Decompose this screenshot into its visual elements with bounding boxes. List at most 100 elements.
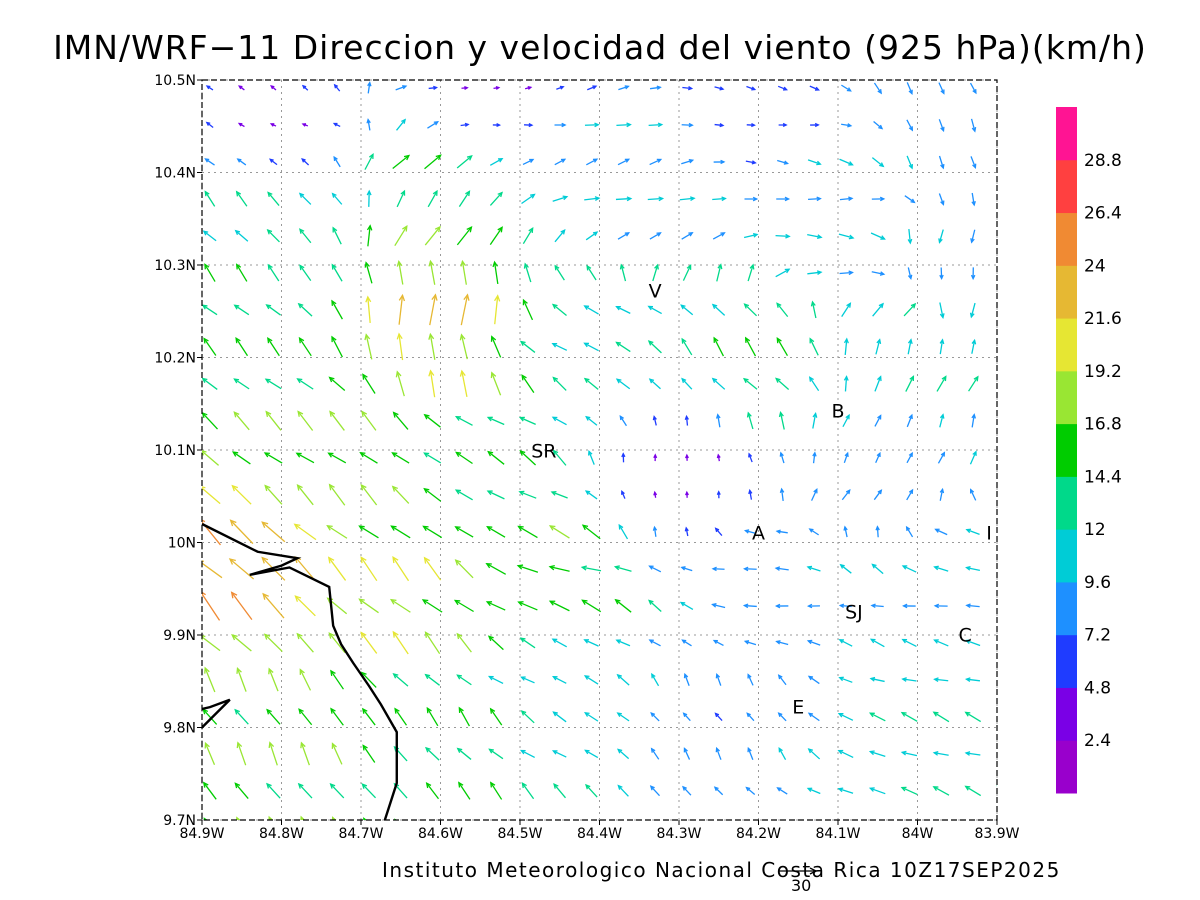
map-title: IMN/WRF−11 Direccion y velocidad del vie… (53, 28, 1147, 67)
wind-arrow (873, 120, 884, 130)
wind-arrow (939, 413, 945, 428)
colorbar-label: 24 (1084, 256, 1106, 276)
wind-arrow (806, 639, 821, 646)
wind-arrow (970, 267, 976, 281)
wind-arrow (456, 674, 472, 686)
wind-arrow (779, 487, 785, 501)
wind-arrow (233, 378, 250, 390)
wind-arrow (746, 712, 755, 722)
wind-arrow (489, 707, 503, 726)
wind-arrow (460, 122, 470, 127)
wind-arrow (939, 302, 945, 319)
wind-arrow (839, 196, 854, 202)
wind-arrow (490, 371, 502, 396)
wind-arrow (809, 337, 819, 356)
wind-arrow (492, 260, 499, 285)
lat-tick-label: 9.8N (163, 721, 196, 737)
wind-arrow (682, 264, 692, 281)
wind-arrow (776, 337, 789, 357)
wind-arrow (333, 155, 341, 168)
wind-arrow (681, 377, 693, 390)
wind-arrow (265, 304, 281, 316)
wind-arrow (648, 639, 661, 647)
wind-arrow (777, 85, 788, 91)
wind-arrow (328, 376, 346, 392)
wind-arrow (837, 749, 854, 759)
wind-arrow (938, 155, 945, 170)
wind-arrow (868, 750, 886, 758)
wind-arrow (584, 749, 599, 759)
wind-arrow (938, 82, 945, 95)
wind-arrow (233, 304, 250, 316)
wind-arrow (742, 603, 757, 609)
wind-arrow (268, 741, 278, 766)
wind-arrow (837, 787, 854, 794)
wind-arrow (649, 158, 663, 166)
wind-arrow (389, 598, 411, 613)
wind-arrow (231, 484, 252, 505)
wind-arrow (682, 785, 692, 796)
wind-arrow (296, 378, 314, 390)
wind-arrow (458, 781, 471, 800)
wind-arrow (424, 631, 441, 655)
lat-tick-label: 10.5N (154, 73, 196, 89)
wind-arrow (331, 742, 343, 765)
wind-arrow (327, 556, 347, 581)
wind-arrow (552, 676, 567, 684)
wind-arrow (233, 411, 250, 431)
wind-arrow (679, 196, 696, 202)
wind-arrow (391, 452, 410, 464)
wind-arrow (743, 566, 757, 572)
wind-arrow (486, 416, 505, 426)
wind-arrow (746, 85, 757, 91)
wind-arrow (428, 369, 436, 398)
wind-arrow (685, 453, 689, 461)
wind-arrow (202, 591, 221, 621)
wind-arrow (583, 342, 599, 352)
wind-arrow (1002, 341, 1008, 353)
wind-arrow (553, 824, 566, 831)
colorbar-label: 7.2 (1084, 626, 1111, 646)
lat-tick-label: 10.2N (154, 351, 196, 367)
wind-arrow (548, 600, 570, 612)
wind-arrow (360, 483, 378, 506)
wind-arrow (392, 630, 409, 655)
wind-arrow (487, 675, 504, 685)
wind-arrow (748, 452, 753, 463)
wind-arrow (362, 744, 376, 763)
wind-arrow (203, 337, 217, 356)
wind-arrow (933, 639, 949, 647)
wind-arrow (938, 229, 944, 244)
wind-arrow (299, 668, 312, 691)
wind-arrow (425, 782, 440, 800)
wind-arrow (683, 672, 690, 686)
wind-arrow (494, 294, 501, 325)
wind-arrow (809, 85, 820, 91)
wind-arrow (936, 375, 947, 392)
wind-arrow (485, 562, 507, 575)
wind-arrow (681, 337, 693, 356)
wind-arrow (776, 196, 791, 202)
wind-arrow (906, 82, 913, 96)
wind-arrow (261, 521, 286, 543)
wind-arrow (839, 158, 854, 166)
wind-arrow (648, 565, 662, 573)
wind-arrow (999, 567, 1012, 571)
wind-arrow (328, 483, 346, 506)
wind-arrow (617, 232, 631, 240)
wind-arrow (332, 226, 342, 245)
wind-arrow (427, 121, 440, 129)
wind-arrow (712, 639, 724, 647)
colorbar-label: 26.4 (1084, 204, 1122, 224)
wind-arrow (294, 595, 316, 617)
wind-arrow (619, 415, 627, 427)
place-label: B (831, 401, 844, 423)
wind-arrow (453, 599, 474, 613)
wind-arrow (621, 489, 626, 499)
wind-arrow (298, 708, 313, 726)
wind-arrow (584, 196, 601, 201)
wind-arrow (391, 485, 410, 504)
place-label: SR (531, 440, 556, 462)
wind-arrow (297, 410, 314, 431)
wind-arrow (263, 633, 283, 653)
